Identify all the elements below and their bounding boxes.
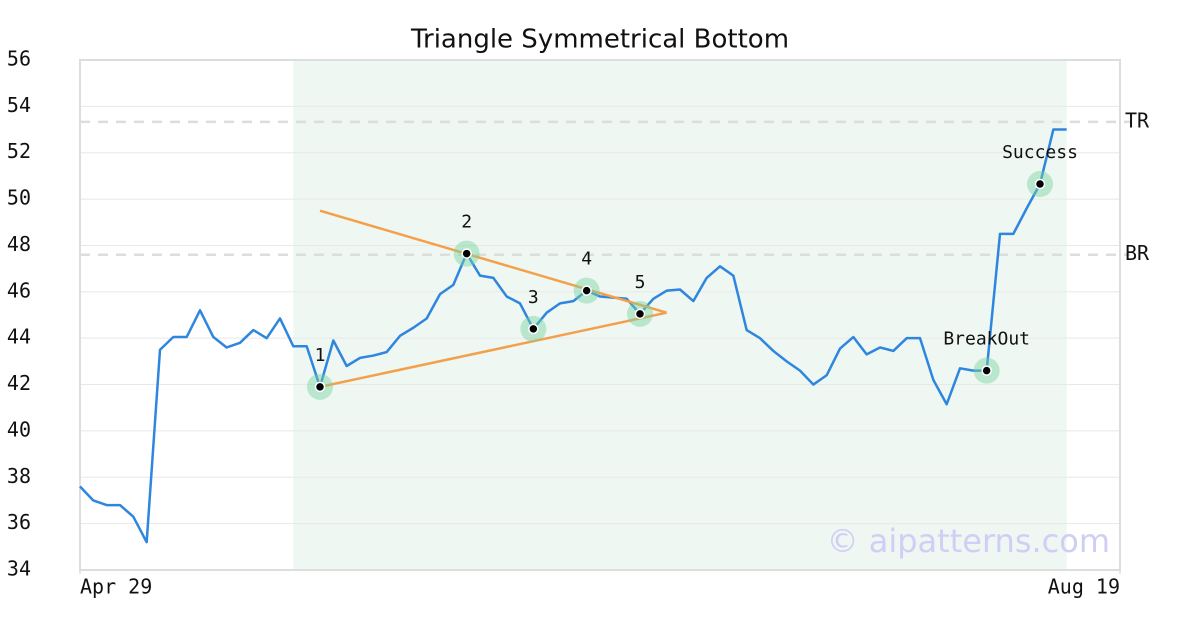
- point-label: 2: [461, 212, 472, 233]
- point-label: 5: [635, 272, 646, 293]
- point-dot: [634, 308, 646, 320]
- point-label: 1: [315, 345, 326, 366]
- level-label: BR: [1125, 241, 1150, 265]
- point-label: Success: [1002, 142, 1078, 163]
- chart-title: Triangle Symmetrical Bottom: [410, 25, 789, 55]
- trend-line: [319, 311, 667, 389]
- y-tick-label: 46: [7, 278, 31, 302]
- x-tick-label: Apr 29: [80, 575, 152, 599]
- y-tick-label: 50: [7, 186, 31, 210]
- y-tick-label: 48: [7, 232, 31, 256]
- y-tick-label: 40: [7, 417, 31, 441]
- point-dot: [581, 285, 592, 296]
- point-dot: [314, 381, 326, 393]
- y-tick-label: 52: [7, 139, 31, 163]
- plot-frame: [79, 59, 1121, 571]
- point-dot: [461, 248, 472, 259]
- y-tick-label: 42: [7, 371, 31, 395]
- watermark: © aipatterns.com: [827, 522, 1110, 560]
- price-line: [79, 128, 1067, 544]
- x-tick-label: Aug 19: [1048, 575, 1120, 599]
- point-dot: [528, 323, 539, 335]
- y-tick-label: 44: [7, 325, 31, 349]
- level-label: TR: [1125, 108, 1150, 132]
- point-label: BreakOut: [943, 329, 1030, 350]
- y-tick-label: 36: [7, 510, 31, 534]
- shaded-region: [293, 60, 1067, 570]
- point-dot: [1034, 178, 1046, 190]
- point-dot: [981, 365, 992, 376]
- point-label: 3: [528, 287, 539, 308]
- point-label: 4: [581, 249, 592, 270]
- y-tick-label: 56: [7, 47, 31, 71]
- y-tick-label: 38: [7, 464, 31, 488]
- y-tick-label: 34: [7, 557, 31, 581]
- y-tick-label: 54: [7, 93, 31, 117]
- trend-line: [319, 209, 668, 314]
